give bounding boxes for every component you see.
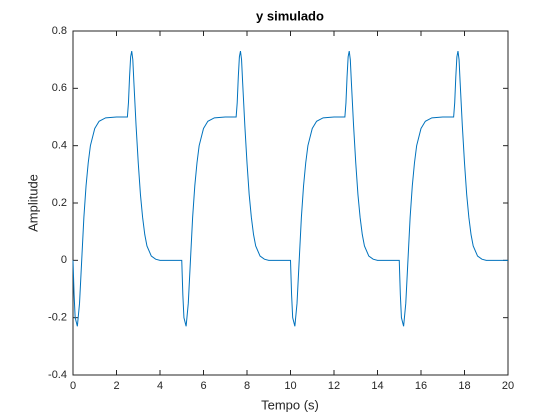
y-tick-label: -0.4 bbox=[48, 369, 67, 381]
x-tick-label: 16 bbox=[415, 380, 427, 392]
x-axis-label: Tempo (s) bbox=[261, 397, 319, 412]
x-tick-label: 6 bbox=[200, 380, 206, 392]
x-tick-label: 10 bbox=[284, 380, 296, 392]
x-tick-label: 8 bbox=[244, 380, 250, 392]
x-tick-label: 2 bbox=[113, 380, 119, 392]
x-tick-label: 0 bbox=[70, 380, 76, 392]
plot-area bbox=[72, 30, 509, 376]
x-tick-label: 18 bbox=[458, 380, 470, 392]
y-tick-label: 0 bbox=[61, 254, 67, 266]
y-tick-label: 0.8 bbox=[52, 25, 67, 37]
y-tick-label: -0.2 bbox=[48, 312, 67, 324]
x-tick-label: 14 bbox=[371, 380, 383, 392]
y-tick-label: 0.2 bbox=[52, 197, 67, 209]
y-axis-label: Amplitude bbox=[25, 174, 40, 232]
x-tick-label: 20 bbox=[502, 380, 514, 392]
x-tick-label: 12 bbox=[328, 380, 340, 392]
y-tick-label: 0.4 bbox=[52, 140, 67, 152]
y-tick-label: 0.6 bbox=[52, 82, 67, 94]
data-line bbox=[72, 50, 508, 327]
x-tick-label: 4 bbox=[157, 380, 163, 392]
chart-title: y simulado bbox=[256, 8, 324, 23]
